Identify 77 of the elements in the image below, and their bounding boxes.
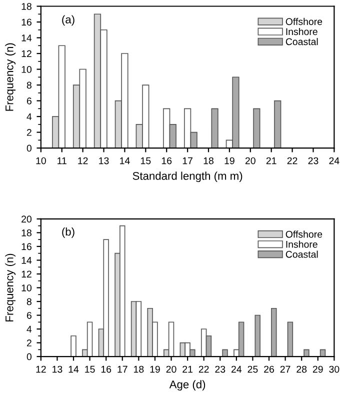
bar bbox=[304, 349, 310, 357]
x-tick-label: 15 bbox=[140, 157, 151, 164]
x-tick-label: 11 bbox=[58, 157, 66, 164]
x-tick-label: 13 bbox=[99, 157, 109, 164]
y-tick-label: 8 bbox=[26, 82, 32, 89]
x-tick-label: 23 bbox=[308, 157, 318, 164]
x-tick-label: 25 bbox=[248, 366, 258, 373]
x-tick-label: 23 bbox=[215, 366, 226, 373]
bar bbox=[254, 314, 260, 357]
x-tick-label: 27 bbox=[280, 366, 290, 373]
bar bbox=[253, 108, 260, 148]
y-tick-label: 16 bbox=[22, 18, 32, 26]
x-tick-label: 14 bbox=[120, 157, 130, 164]
x-tick-label: 24 bbox=[232, 366, 242, 373]
x-tick-label: 29 bbox=[312, 366, 323, 373]
x-tick-label: 16 bbox=[101, 366, 112, 373]
legend-label: Coastal bbox=[286, 250, 318, 258]
bar bbox=[222, 349, 228, 357]
x-tick-label: 24 bbox=[329, 157, 340, 164]
y-tick-label: 6 bbox=[26, 312, 32, 319]
y-tick-label: 10 bbox=[22, 66, 32, 73]
x-tick-label: 19 bbox=[150, 366, 160, 373]
x-tick-label: 18 bbox=[204, 157, 214, 164]
x-tick-label: 22 bbox=[287, 157, 298, 164]
y-tick-label: 2 bbox=[26, 129, 32, 136]
x-tick-label: 17 bbox=[182, 157, 192, 164]
x-axis-title: Age (d) bbox=[169, 380, 206, 391]
x-tick-label: 13 bbox=[52, 366, 62, 373]
y-tick-label: 2 bbox=[26, 340, 32, 346]
y-tick-label: 14 bbox=[22, 34, 32, 42]
legend-label: Inshore bbox=[286, 240, 318, 248]
y-tick-label: 10 bbox=[22, 284, 32, 292]
y-axis-title: Frequency (n) bbox=[5, 43, 16, 111]
x-tick-label: 19 bbox=[224, 157, 234, 164]
bar bbox=[287, 322, 294, 357]
x-tick-label: 26 bbox=[264, 366, 274, 373]
x-tick-label: 10 bbox=[36, 157, 46, 164]
bar bbox=[271, 308, 277, 357]
y-tick-label: 0 bbox=[26, 144, 32, 152]
annotation: (a) bbox=[62, 15, 74, 26]
y-tick-label: 14 bbox=[22, 257, 32, 264]
x-axis-title: Standard length (m m) bbox=[132, 172, 242, 182]
y-tick-label: 18 bbox=[22, 2, 32, 10]
x-tick-label: 16 bbox=[162, 157, 172, 164]
y-tick-label: 6 bbox=[26, 98, 32, 104]
bar bbox=[70, 335, 76, 357]
bar bbox=[274, 100, 282, 148]
y-tick-label: 20 bbox=[22, 216, 32, 223]
x-tick-label: 17 bbox=[118, 366, 128, 373]
x-tick-label: 22 bbox=[198, 366, 209, 373]
legend-label: Inshore bbox=[286, 28, 318, 36]
x-tick-label: 12 bbox=[78, 157, 88, 164]
y-tick-label: 12 bbox=[22, 50, 32, 58]
y-tick-label: 0 bbox=[26, 353, 32, 360]
y-tick-label: 8 bbox=[26, 298, 32, 306]
x-tick-label: 14 bbox=[68, 366, 79, 373]
x-tick-label: 12 bbox=[36, 366, 46, 373]
x-tick-label: 20 bbox=[166, 366, 176, 373]
y-tick-label: 18 bbox=[22, 229, 32, 236]
y-tick-label: 12 bbox=[22, 270, 32, 278]
y-tick-label: 4 bbox=[26, 326, 32, 333]
annotation: (b) bbox=[62, 228, 74, 238]
y-tick-label: 4 bbox=[26, 113, 32, 120]
y-axis-title: Frequency (n) bbox=[5, 254, 16, 322]
x-tick-label: 28 bbox=[296, 366, 307, 373]
x-tick-label: 21 bbox=[266, 157, 276, 164]
y-tick-label: 16 bbox=[22, 243, 32, 250]
bar bbox=[211, 108, 218, 148]
legend-label: Offshore bbox=[286, 18, 322, 26]
bar bbox=[320, 349, 326, 357]
x-tick-label: 18 bbox=[134, 366, 144, 373]
x-tick-label: 15 bbox=[85, 366, 95, 373]
x-tick-label: 20 bbox=[245, 157, 256, 164]
x-tick-label: 21 bbox=[182, 366, 192, 373]
legend-label: Coastal bbox=[286, 38, 318, 46]
legend-label: Offshore bbox=[286, 230, 322, 238]
x-tick-label: 30 bbox=[329, 366, 340, 373]
